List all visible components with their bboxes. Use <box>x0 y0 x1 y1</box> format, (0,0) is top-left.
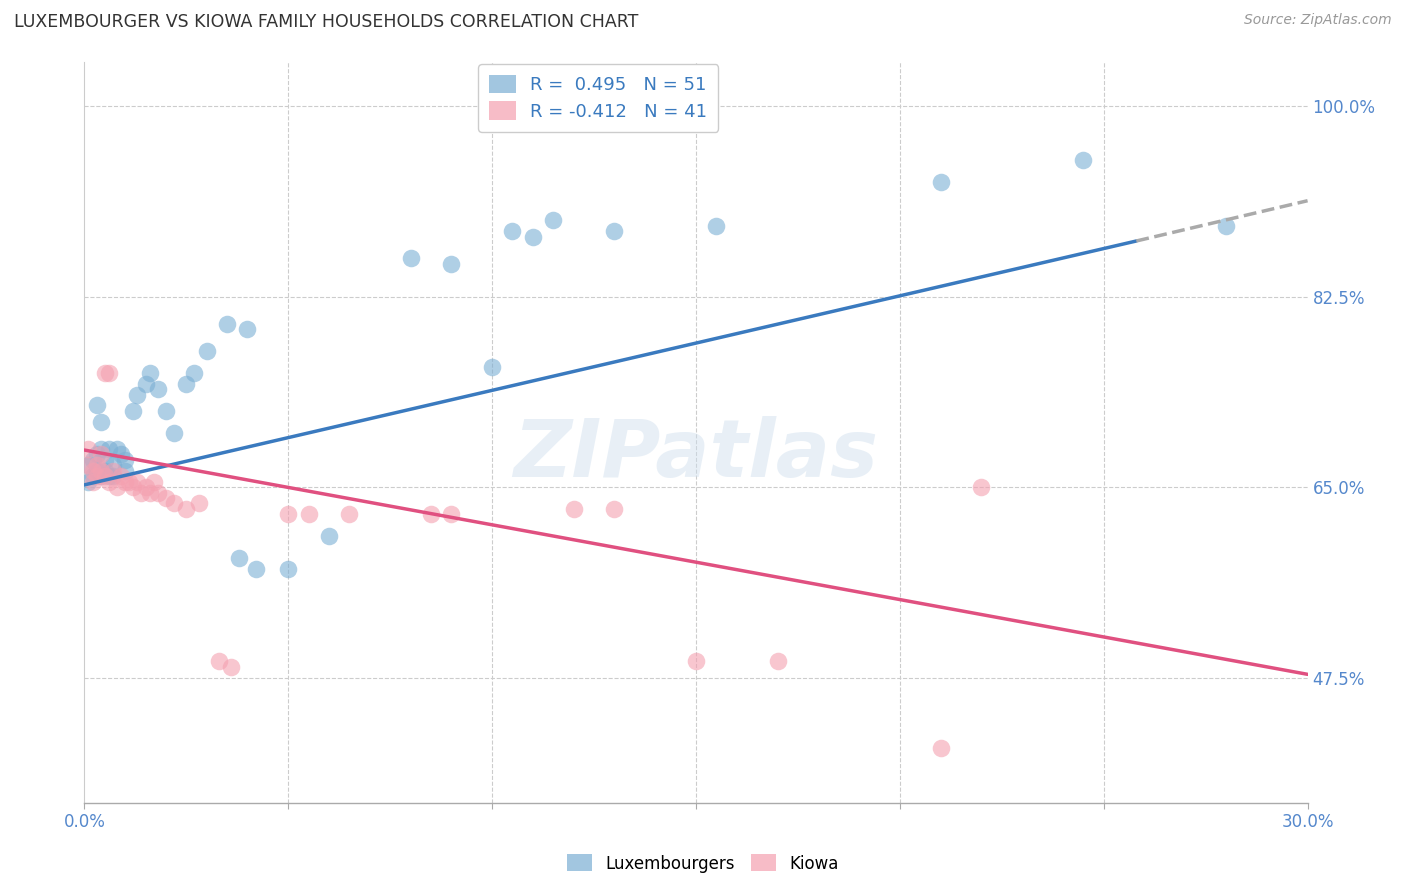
Point <box>77 458 100 473</box>
Text: LUXEMBOURGER VS KIOWA FAMILY HOUSEHOLDS CORRELATION CHART: LUXEMBOURGER VS KIOWA FAMILY HOUSEHOLDS … <box>14 13 638 31</box>
Point <box>138 485 160 500</box>
Point <box>82 475 104 489</box>
Point <box>277 562 299 576</box>
Point <box>155 404 177 418</box>
Point <box>90 464 112 478</box>
Point <box>929 741 952 756</box>
Point <box>706 219 728 233</box>
Point <box>277 508 299 522</box>
Point <box>101 469 124 483</box>
Point <box>114 464 136 478</box>
Point <box>1073 153 1095 168</box>
Point <box>82 469 104 483</box>
Point <box>90 447 112 461</box>
Point <box>127 475 149 489</box>
Point <box>86 398 108 412</box>
Point <box>236 322 259 336</box>
Point <box>110 469 132 483</box>
Point <box>163 496 186 510</box>
Point <box>174 376 197 391</box>
Point <box>122 404 145 418</box>
Text: Source: ZipAtlas.com: Source: ZipAtlas.com <box>1244 13 1392 28</box>
Point <box>97 366 120 380</box>
Point <box>86 458 108 473</box>
Point <box>138 366 160 380</box>
Point <box>318 529 340 543</box>
Point <box>217 317 239 331</box>
Point <box>603 501 626 516</box>
Point <box>174 501 197 516</box>
Point <box>440 257 463 271</box>
Point <box>118 475 141 489</box>
Point <box>97 475 120 489</box>
Point <box>440 508 463 522</box>
Point <box>77 458 100 473</box>
Legend: R =  0.495   N = 51, R = -0.412   N = 41: R = 0.495 N = 51, R = -0.412 N = 41 <box>478 64 718 132</box>
Point <box>90 469 112 483</box>
Point <box>90 415 112 429</box>
Point <box>93 453 115 467</box>
Point <box>93 464 115 478</box>
Point <box>970 480 993 494</box>
Point <box>543 213 565 227</box>
Point <box>187 496 209 510</box>
Point <box>135 376 157 391</box>
Point <box>114 475 136 489</box>
Point <box>481 360 503 375</box>
Point <box>77 475 100 489</box>
Point <box>339 508 361 522</box>
Point <box>135 480 157 494</box>
Point <box>82 453 104 467</box>
Point <box>110 447 132 461</box>
Point <box>105 480 128 494</box>
Point <box>146 485 169 500</box>
Point <box>93 469 115 483</box>
Point <box>562 501 585 516</box>
Point <box>77 442 100 456</box>
Point <box>101 458 124 473</box>
Point <box>929 175 952 189</box>
Point <box>131 485 153 500</box>
Point <box>219 659 242 673</box>
Point <box>86 464 108 478</box>
Point <box>195 343 218 358</box>
Point <box>114 453 136 467</box>
Point <box>603 224 626 238</box>
Point <box>298 508 321 522</box>
Point <box>183 366 205 380</box>
Point <box>228 550 250 565</box>
Point <box>86 447 108 461</box>
Point <box>163 425 186 440</box>
Point <box>245 562 267 576</box>
Point <box>105 442 128 456</box>
Point <box>420 508 443 522</box>
Point <box>93 366 115 380</box>
Point <box>122 480 145 494</box>
Point <box>146 382 169 396</box>
Point <box>142 475 165 489</box>
Point <box>101 464 124 478</box>
Point <box>127 387 149 401</box>
Point <box>685 654 707 668</box>
Point <box>90 442 112 456</box>
Point <box>208 654 231 668</box>
Point <box>1215 219 1237 233</box>
Point <box>155 491 177 505</box>
Legend: Luxembourgers, Kiowa: Luxembourgers, Kiowa <box>560 847 846 880</box>
Point <box>97 469 120 483</box>
Point <box>82 464 104 478</box>
Point <box>97 442 120 456</box>
Point <box>502 224 524 238</box>
Point <box>86 469 108 483</box>
Point <box>399 252 422 266</box>
Text: ZIPatlas: ZIPatlas <box>513 416 879 494</box>
Point <box>522 229 544 244</box>
Point <box>766 654 789 668</box>
